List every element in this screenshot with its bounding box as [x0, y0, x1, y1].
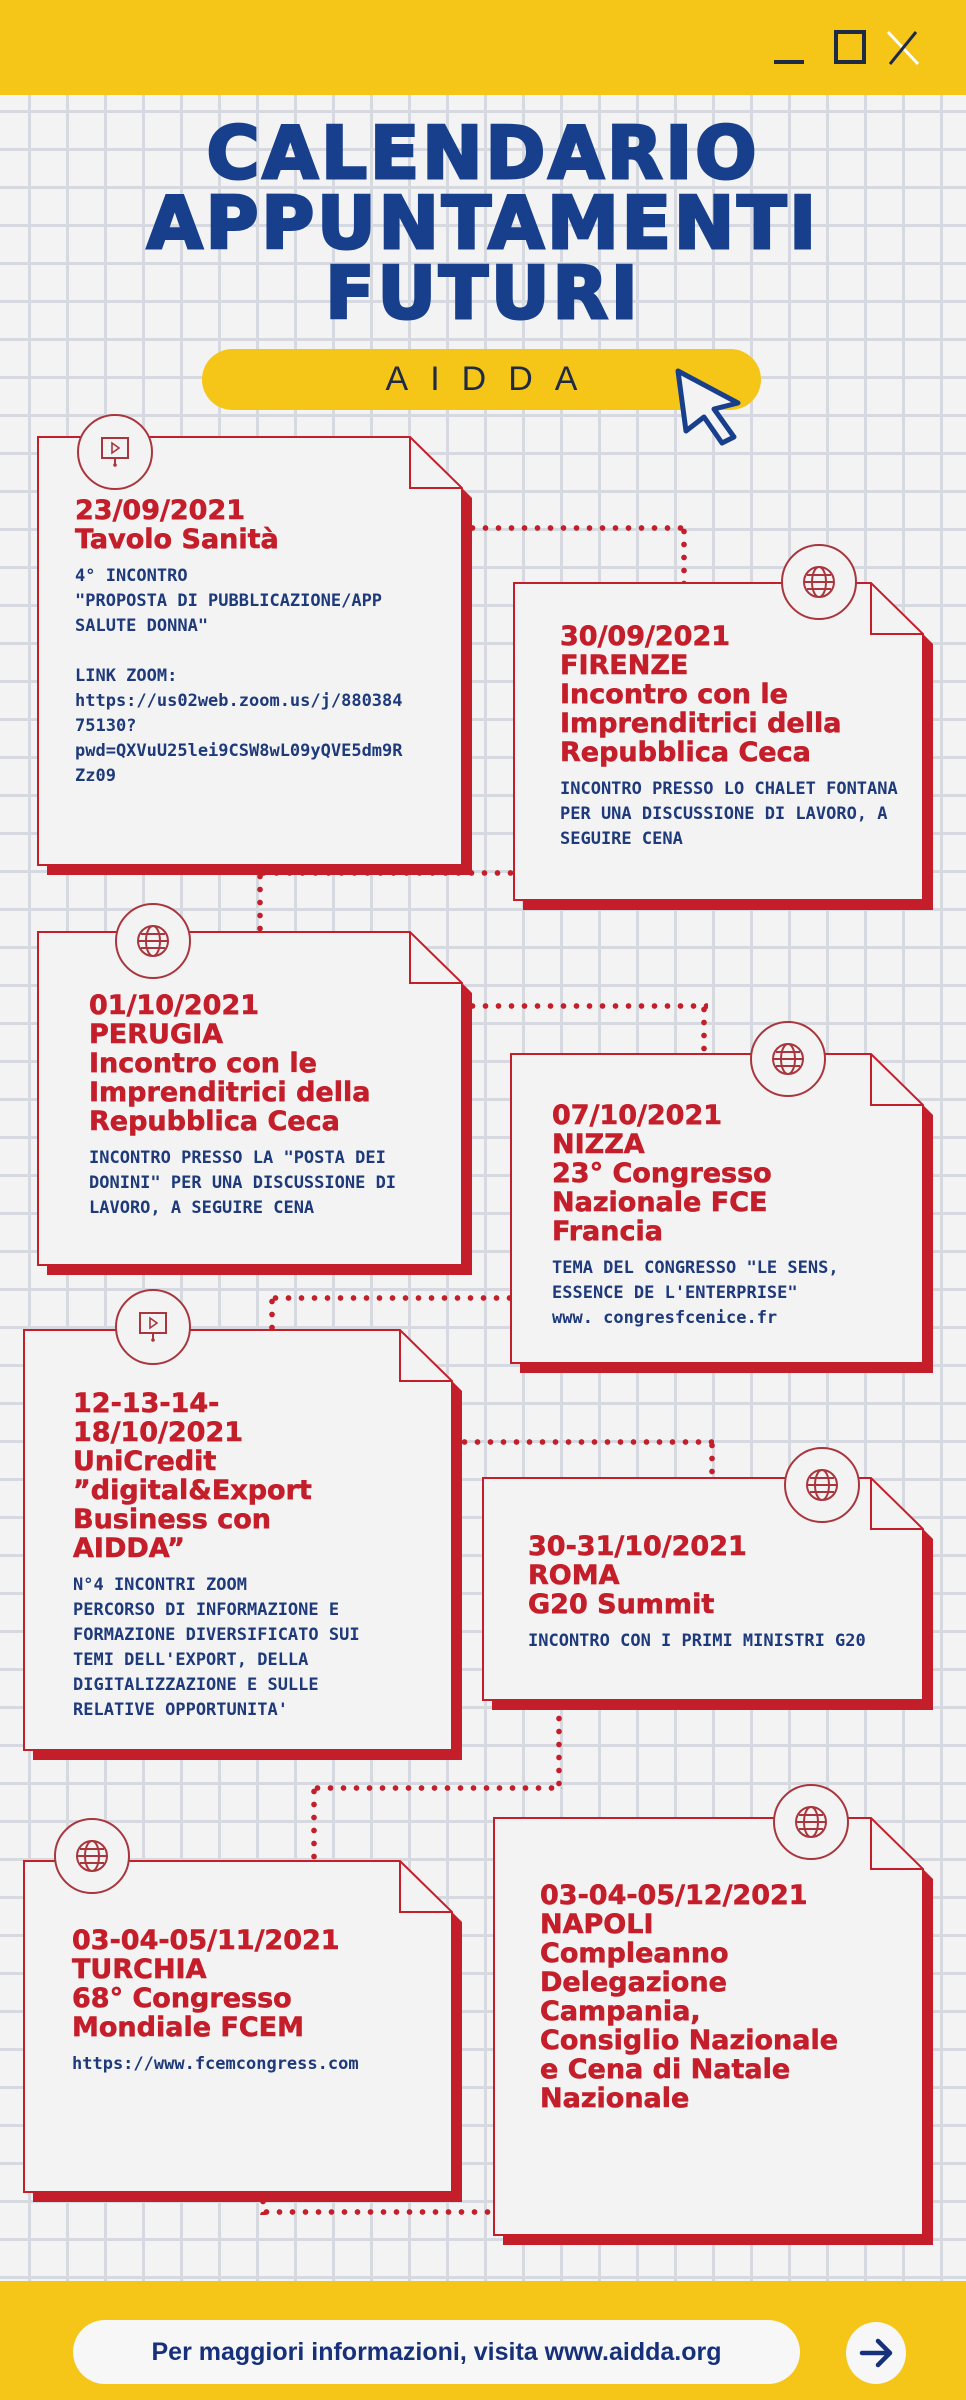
event-card: 12-13-14- 18/10/2021 UniCredit ”digital&… [23, 1289, 462, 1760]
aidda-badge: AIDDA [202, 349, 761, 410]
event-card: 01/10/2021 PERUGIA Incontro con le Impre… [37, 903, 472, 1275]
connector [458, 1439, 714, 1445]
event-headline: 23/09/2021 Tavolo Sanità [75, 495, 279, 555]
presentation-icon [77, 414, 153, 490]
globe-icon [784, 1447, 860, 1523]
event-card: 30/09/2021 FIRENZE Incontro con le Impre… [513, 544, 933, 910]
globe-icon [54, 1818, 130, 1894]
card-frame [482, 1477, 933, 1710]
card-frame [37, 436, 472, 875]
connector [466, 525, 688, 531]
connector [311, 1785, 317, 1860]
card-frame [23, 1329, 462, 1760]
event-details: TEMA DEL CONGRESSO "LE SENS, ESSENCE DE … [552, 1258, 839, 1328]
connector [556, 1712, 562, 1792]
globe-icon [781, 544, 857, 620]
event-details: INCONTRO PRESSO LO CHALET FONTANA PER UN… [560, 779, 898, 849]
more-info-text: Per maggiori informazioni, visita www.ai… [151, 2337, 722, 2366]
globe-icon [115, 903, 191, 979]
event-headline: 03-04-05/11/2021 TURCHIA 68° Congresso M… [72, 1925, 340, 2043]
card-frame [493, 1817, 933, 2245]
card-frame [37, 931, 472, 1275]
cursor-icon [675, 368, 741, 446]
connector [466, 1003, 708, 1009]
event-card: 30-31/10/2021 ROMA G20 Summit INCONTRO CO… [482, 1447, 933, 1710]
card-frame [23, 1860, 462, 2202]
connector [701, 1003, 707, 1053]
event-headline: 30-31/10/2021 ROMA G20 Summit [528, 1531, 747, 1620]
arrow-right-icon [859, 2338, 893, 2368]
maximize-icon[interactable] [830, 28, 870, 68]
connector [311, 1785, 562, 1791]
event-card: 23/09/2021 Tavolo Sanità 4° INCONTRO "PRO… [37, 414, 472, 875]
event-card: 03-04-05/11/2021 TURCHIA 68° Congresso M… [23, 1818, 462, 2202]
connector [709, 1439, 715, 1477]
close-icon[interactable] [882, 28, 922, 68]
top-bar [0, 0, 966, 95]
next-button[interactable] [846, 2322, 906, 2384]
globe-icon [750, 1021, 826, 1097]
card-frame [510, 1053, 933, 1373]
event-details: N°4 INCONTRI ZOOM PERCORSO DI INFORMAZIO… [73, 1575, 360, 1720]
event-headline: 30/09/2021 FIRENZE Incontro con le Impre… [560, 621, 842, 768]
card-frame [513, 582, 933, 910]
connector [269, 1295, 275, 1329]
event-headline: 01/10/2021 PERUGIA Incontro con le Impre… [89, 990, 371, 1137]
connector [681, 525, 687, 582]
event-details: 4° INCONTRO "PROPOSTA DI PUBBLICAZIONE/A… [75, 566, 403, 786]
event-details: https://www.fcemcongress.com [72, 2054, 359, 2074]
event-headline: 07/10/2021 NIZZA 23° Congresso Nazionale… [552, 1100, 772, 1247]
connector [269, 1295, 510, 1301]
event-details: INCONTRO CON I PRIMI MINISTRI G20 [528, 1631, 866, 1651]
connector [257, 870, 263, 931]
event-headline: 03-04-05/12/2021 NAPOLI Compleanno Deleg… [540, 1880, 839, 2114]
event-card: 07/10/2021 NIZZA 23° Congresso Nazionale… [510, 1021, 933, 1373]
minimize-icon[interactable] [770, 28, 810, 68]
presentation-icon [115, 1289, 191, 1365]
event-card: 03-04-05/12/2021 NAPOLI Compleanno Deleg… [493, 1784, 933, 2245]
event-headline: 12-13-14- 18/10/2021 UniCredit ”digital&… [73, 1388, 312, 1564]
connector [260, 2209, 493, 2215]
badge-label: AIDDA [385, 360, 600, 398]
page-title: CALENDARIO APPUNTAMENTI FUTURI [145, 111, 820, 335]
globe-icon [773, 1784, 849, 1860]
event-details: INCONTRO PRESSO LA "POSTA DEI DONINI" PE… [89, 1148, 397, 1218]
more-info-link[interactable]: Per maggiori informazioni, visita www.ai… [73, 2320, 800, 2384]
